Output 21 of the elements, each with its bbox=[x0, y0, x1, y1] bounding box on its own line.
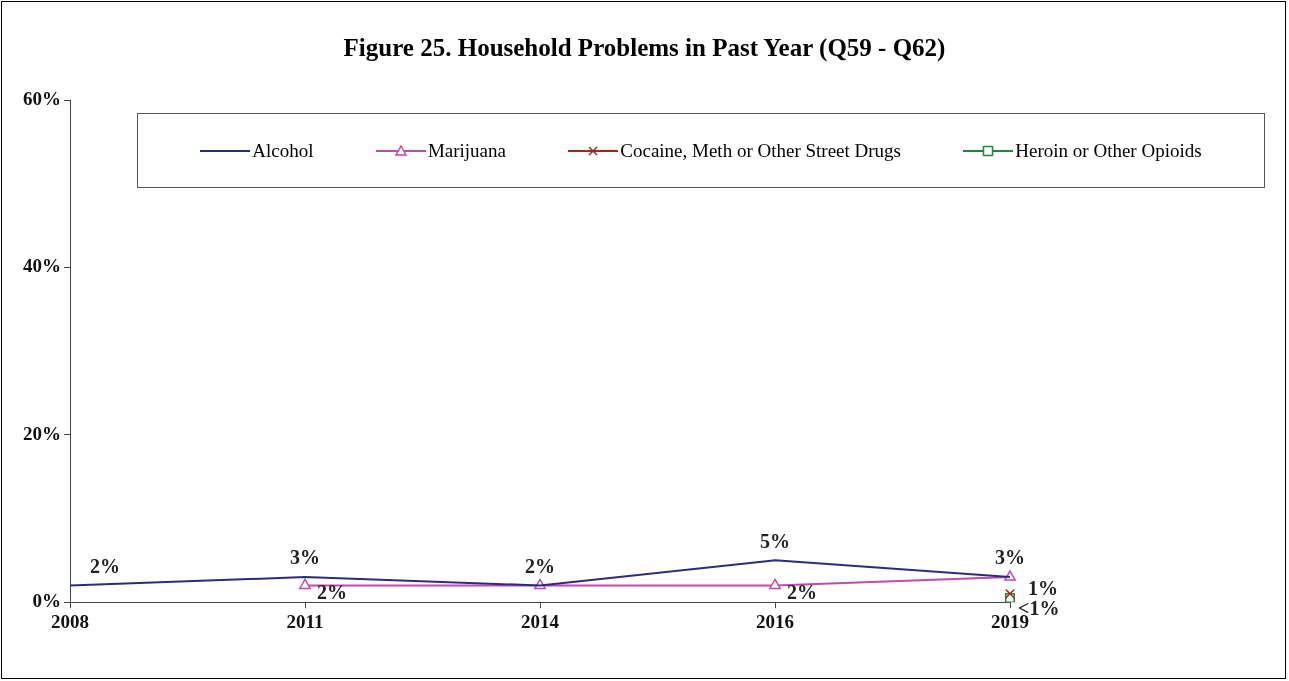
legend-label: Cocaine, Meth or Other Street Drugs bbox=[620, 139, 901, 162]
x-tick-label: 2016 bbox=[756, 610, 794, 632]
legend-label: Marijuana bbox=[427, 139, 506, 162]
y-tick-label: 20% bbox=[23, 422, 61, 444]
data-label: 1% bbox=[1028, 577, 1058, 599]
data-label: 2% bbox=[317, 580, 347, 603]
legend-label: Heroin or Other Opioids bbox=[1015, 139, 1202, 162]
legend-label: Alcohol bbox=[252, 139, 314, 162]
x-tick-label: 2011 bbox=[286, 610, 324, 632]
x-tick-label: 2008 bbox=[51, 610, 89, 632]
data-label: 3% bbox=[995, 546, 1025, 569]
y-tick-label: 0% bbox=[32, 590, 61, 612]
x-tick-label: 2014 bbox=[521, 610, 560, 632]
y-tick-label: 60% bbox=[23, 87, 61, 109]
data-label: 5% bbox=[760, 529, 790, 552]
data-label: 3% bbox=[290, 546, 320, 569]
chart-title: Figure 25. Household Problems in Past Year (Q59 - Q62) bbox=[342, 34, 947, 62]
data-label: 2% bbox=[90, 554, 120, 577]
data-label: 2% bbox=[787, 580, 817, 603]
y-tick-label: 40% bbox=[23, 255, 61, 277]
data-label: 2% bbox=[525, 554, 555, 577]
